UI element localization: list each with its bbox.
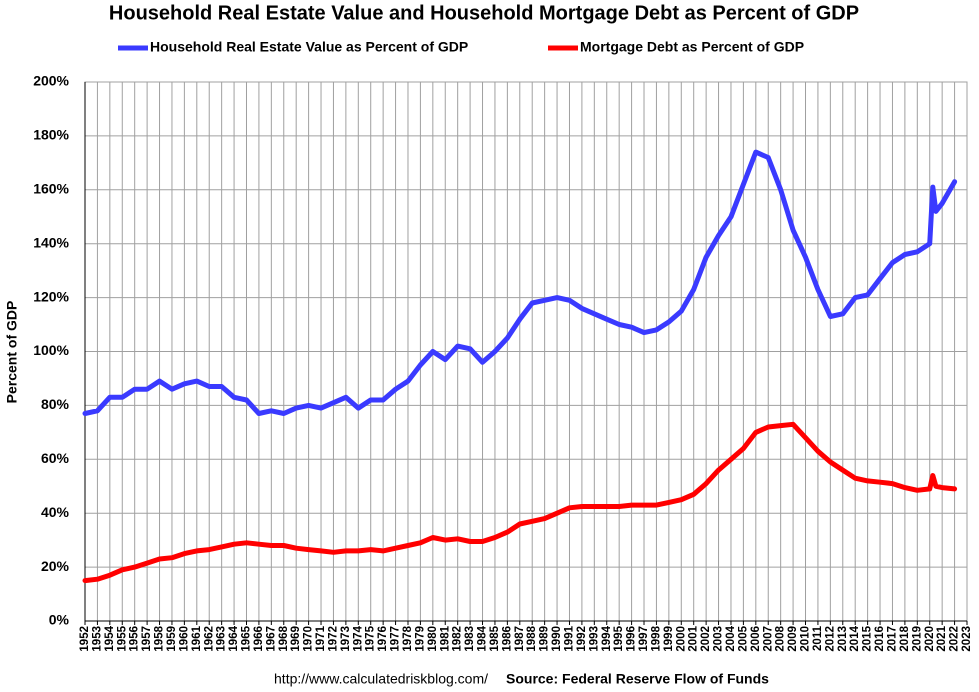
x-tick-label: 1955: [116, 625, 128, 651]
x-tick-label: 1964: [228, 625, 240, 651]
x-tick-label: 1981: [439, 625, 451, 651]
series-line: [82, 421, 958, 584]
x-tick-label: 1991: [564, 625, 576, 651]
x-tick-label: 1960: [178, 626, 190, 652]
x-tick-label: 2004: [725, 625, 737, 651]
x-tick-label: 1957: [141, 626, 153, 652]
x-tick-label: 2010: [800, 626, 812, 652]
x-tick-label: 2020: [924, 626, 936, 652]
x-tick-label: 2001: [688, 625, 700, 651]
x-tick-label: 1963: [216, 626, 228, 652]
x-tick-label: 1989: [539, 626, 551, 652]
y-tick-label: 0%: [49, 612, 70, 628]
x-tick-label: 1985: [489, 625, 501, 651]
y-tick-label: 100%: [33, 342, 69, 358]
x-tick-label: 2008: [775, 625, 787, 651]
legend-label: Mortgage Debt as Percent of GDP: [580, 39, 804, 55]
x-tick-label: 1990: [551, 626, 563, 652]
x-tick-label: 1962: [203, 626, 215, 652]
x-tick-label: 2017: [886, 626, 898, 652]
x-tick-label: 2018: [899, 625, 911, 651]
url: http://www.calculatedriskblog.com/: [274, 671, 488, 687]
x-tick-label: 1997: [638, 626, 650, 652]
x-tick-label: 1999: [663, 626, 675, 652]
x-tick-label: 1976: [377, 626, 389, 652]
x-tick-label: 1982: [452, 626, 464, 652]
x-tick-label: 1956: [129, 626, 141, 652]
x-tick-label: 1980: [427, 626, 439, 652]
x-tick-label: 1995: [613, 625, 625, 651]
chart-title: Household Real Estate Value and Househol…: [109, 2, 859, 24]
x-tick-label: 1969: [290, 626, 302, 652]
x-tick-label: 2002: [700, 626, 712, 652]
y-tick-label: 160%: [33, 181, 69, 197]
x-tick-label: 2022: [949, 626, 961, 652]
x-tick-label: 2016: [874, 626, 886, 652]
x-tick-label: 1965: [241, 625, 253, 651]
x-tick-label: 2023: [961, 626, 973, 652]
x-tick-label: 2000: [675, 626, 687, 652]
y-tick-label: 200%: [33, 73, 69, 89]
x-tick-label: 1970: [303, 626, 315, 652]
x-tick-label: 2015: [862, 625, 874, 651]
x-tick-label: 1983: [464, 626, 476, 652]
x-tick-label: 1998: [650, 625, 662, 651]
source: Source: Federal Reserve Flow of Funds: [506, 671, 769, 687]
y-axis-label: Percent of GDP: [4, 301, 20, 404]
x-tick-label: 1968: [278, 625, 290, 651]
x-tick-label: 1978: [402, 625, 414, 651]
x-tick-label: 2021: [936, 625, 948, 651]
x-tick-label: 2007: [762, 626, 774, 652]
x-tick-label: 1972: [327, 626, 339, 652]
x-tick-label: 1952: [79, 626, 91, 652]
x-tick-label: 1984: [477, 625, 489, 651]
legend-label: Household Real Estate Value as Percent o…: [150, 39, 468, 55]
x-tick-label: 2014: [849, 625, 861, 651]
x-tick-label: 1992: [576, 626, 588, 652]
x-tick-label: 2013: [837, 626, 849, 652]
x-tick-label: 2005: [737, 625, 749, 651]
x-tick-label: 1987: [514, 626, 526, 652]
x-tick-label: 1953: [91, 626, 103, 652]
x-tick-label: 2003: [713, 626, 725, 652]
x-tick-label: 1975: [365, 625, 377, 651]
y-tick-label: 140%: [33, 234, 69, 250]
x-tick-label: 1977: [390, 626, 402, 652]
series-line: [82, 149, 958, 416]
x-tick-label: 1986: [501, 626, 513, 652]
x-tick-label: 1971: [315, 625, 327, 651]
x-tick-label: 1954: [104, 625, 116, 651]
x-tick-label: 2011: [812, 625, 824, 651]
x-tick-label: 1959: [166, 626, 178, 652]
x-tick-label: 1979: [414, 626, 426, 652]
y-tick-label: 60%: [41, 450, 70, 466]
x-tick-label: 1988: [526, 625, 538, 651]
x-tick-label: 1966: [253, 626, 265, 652]
x-tick-label: 1967: [265, 626, 277, 652]
x-tick-label: 2012: [824, 626, 836, 652]
x-tick-label: 1961: [191, 625, 203, 651]
x-tick-label: 1958: [154, 625, 166, 651]
x-tick-label: 2006: [750, 626, 762, 652]
x-tick-label: 2009: [787, 626, 799, 652]
y-tick-label: 20%: [41, 558, 70, 574]
y-tick-label: 40%: [41, 504, 70, 520]
y-tick-label: 80%: [41, 396, 70, 412]
x-tick-label: 2019: [911, 626, 923, 652]
x-tick-label: 1973: [340, 626, 352, 652]
x-tick-label: 1994: [601, 625, 613, 651]
y-tick-label: 180%: [33, 127, 69, 143]
x-tick-label: 1996: [626, 626, 638, 652]
x-tick-label: 1974: [352, 625, 364, 651]
y-tick-label: 120%: [33, 288, 69, 304]
x-tick-label: 1993: [588, 626, 600, 652]
